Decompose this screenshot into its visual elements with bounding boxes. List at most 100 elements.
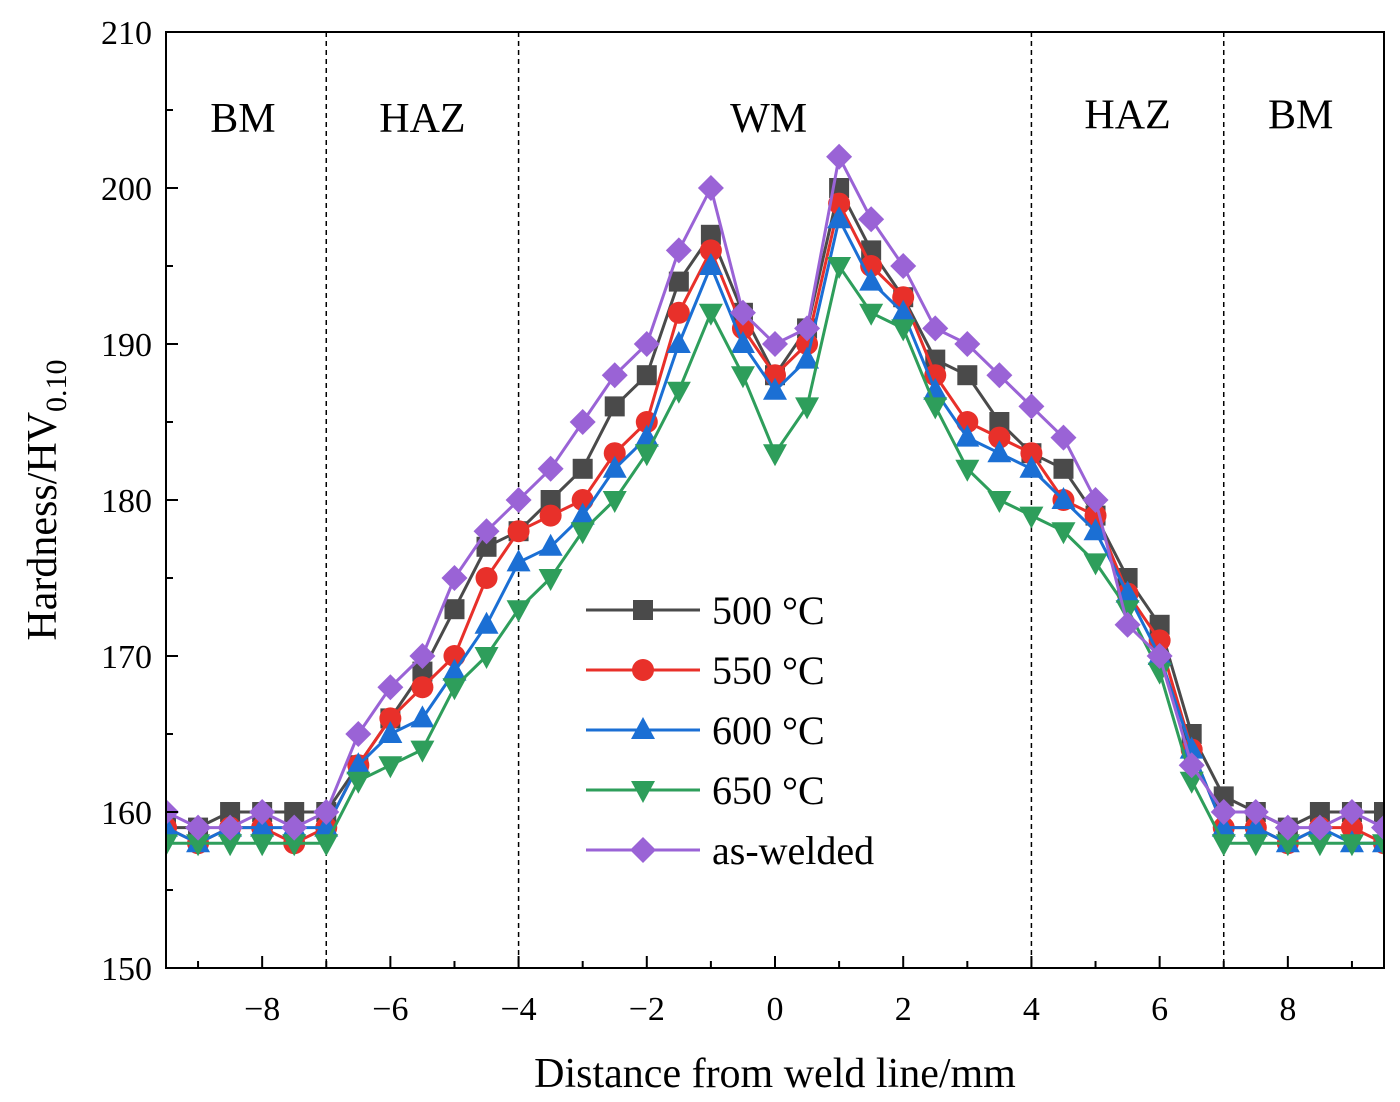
data-point: [763, 377, 787, 400]
series-4: [166, 257, 1384, 857]
data-point: [957, 365, 978, 386]
data-point: [698, 303, 723, 326]
data-point: [1306, 814, 1333, 841]
legend-item: 550 °C: [586, 648, 825, 693]
x-tick-label: −4: [500, 991, 536, 1028]
data-point: [698, 253, 723, 275]
data-point: [665, 237, 692, 264]
data-point: [281, 814, 308, 841]
series-5: [166, 143, 1384, 841]
y-tick-label: 210: [101, 15, 152, 52]
data-point: [1210, 799, 1237, 825]
x-tick-label: 8: [1279, 991, 1296, 1028]
legend-label: 550 °C: [712, 648, 825, 693]
data-point: [474, 647, 499, 669]
data-point: [412, 661, 433, 682]
data-point: [346, 771, 371, 794]
data-point: [826, 143, 853, 170]
y-axis-title: Hardness/HV0.10: [20, 359, 73, 640]
data-point: [1339, 834, 1364, 857]
data-point: [827, 206, 852, 229]
data-point: [377, 674, 404, 701]
data-point: [1114, 611, 1141, 638]
data-point: [602, 491, 627, 513]
data-point: [1053, 458, 1074, 479]
data-point: [989, 412, 1010, 432]
data-point: [1149, 614, 1170, 635]
data-point: [1243, 814, 1268, 837]
legend-label: 500 °C: [712, 588, 825, 633]
data-point: [1242, 799, 1269, 825]
x-tick-label: −8: [244, 991, 280, 1028]
data-point: [218, 834, 243, 857]
data-point: [442, 678, 467, 701]
legend-label: as-welded: [712, 828, 874, 873]
data-point: [537, 455, 564, 482]
y-tick-label: 170: [101, 639, 152, 676]
data-point: [379, 707, 402, 730]
data-point: [1051, 487, 1076, 509]
region-label: HAZ: [1084, 93, 1170, 139]
region-labels: BM HAZ WM HAZ BM: [210, 93, 1333, 142]
data-point: [730, 331, 755, 353]
data-point: [539, 504, 562, 527]
data-point: [1213, 786, 1234, 807]
data-point: [441, 565, 468, 591]
data-point: [476, 536, 497, 557]
data-point: [185, 814, 212, 841]
data-point: [474, 611, 499, 634]
x-tick-label: 6: [1151, 991, 1168, 1028]
data-point: [859, 268, 884, 291]
data-point: [345, 721, 372, 747]
data-point: [506, 549, 531, 572]
data-point: [538, 569, 563, 591]
data-point: [955, 459, 980, 482]
data-point: [891, 319, 916, 342]
data-point: [827, 257, 852, 279]
data-point: [1179, 771, 1204, 794]
data-point: [1274, 814, 1301, 841]
data-point: [988, 426, 1011, 449]
data-point: [314, 834, 339, 857]
data-point: [601, 362, 628, 389]
data-point: [506, 600, 531, 623]
data-point: [473, 518, 500, 545]
data-point: [729, 299, 756, 326]
data-point: [1211, 834, 1236, 857]
data-point: [954, 331, 981, 357]
data-point: [667, 301, 690, 324]
data-point: [890, 253, 917, 279]
data-point: [1374, 802, 1384, 822]
data-point: [411, 676, 434, 699]
data-point: [250, 814, 275, 837]
data-point: [666, 381, 691, 404]
data-point: [250, 834, 275, 857]
y-axis: 150 160 170 180 190 200 210: [101, 15, 178, 988]
data-point: [505, 487, 532, 513]
data-point: [569, 409, 596, 435]
data-point: [378, 721, 403, 743]
data-point: [1340, 816, 1363, 839]
data-point: [955, 424, 980, 447]
legend-label: 650 °C: [712, 768, 825, 813]
data-point: [284, 802, 305, 822]
series-2: [166, 192, 1384, 855]
legend: 500 °C 550 °C 600 °C 650 °C as-welded: [586, 588, 874, 873]
data-point: [1050, 424, 1077, 451]
data-point: [987, 491, 1012, 513]
data-point: [795, 346, 820, 369]
data-point: [730, 366, 755, 389]
data-point: [313, 799, 340, 825]
data-point: [220, 802, 241, 822]
y-tick-label: 150: [101, 951, 152, 988]
data-point: [410, 705, 435, 728]
data-point: [858, 206, 885, 233]
data-point: [1146, 643, 1173, 669]
data-point: [603, 442, 626, 465]
data-point: [1147, 662, 1172, 685]
data-point: [378, 756, 403, 779]
data-point: [794, 315, 821, 342]
data-point: [1338, 799, 1365, 825]
legend-item: 650 °C: [586, 768, 825, 813]
data-point: [475, 567, 498, 589]
